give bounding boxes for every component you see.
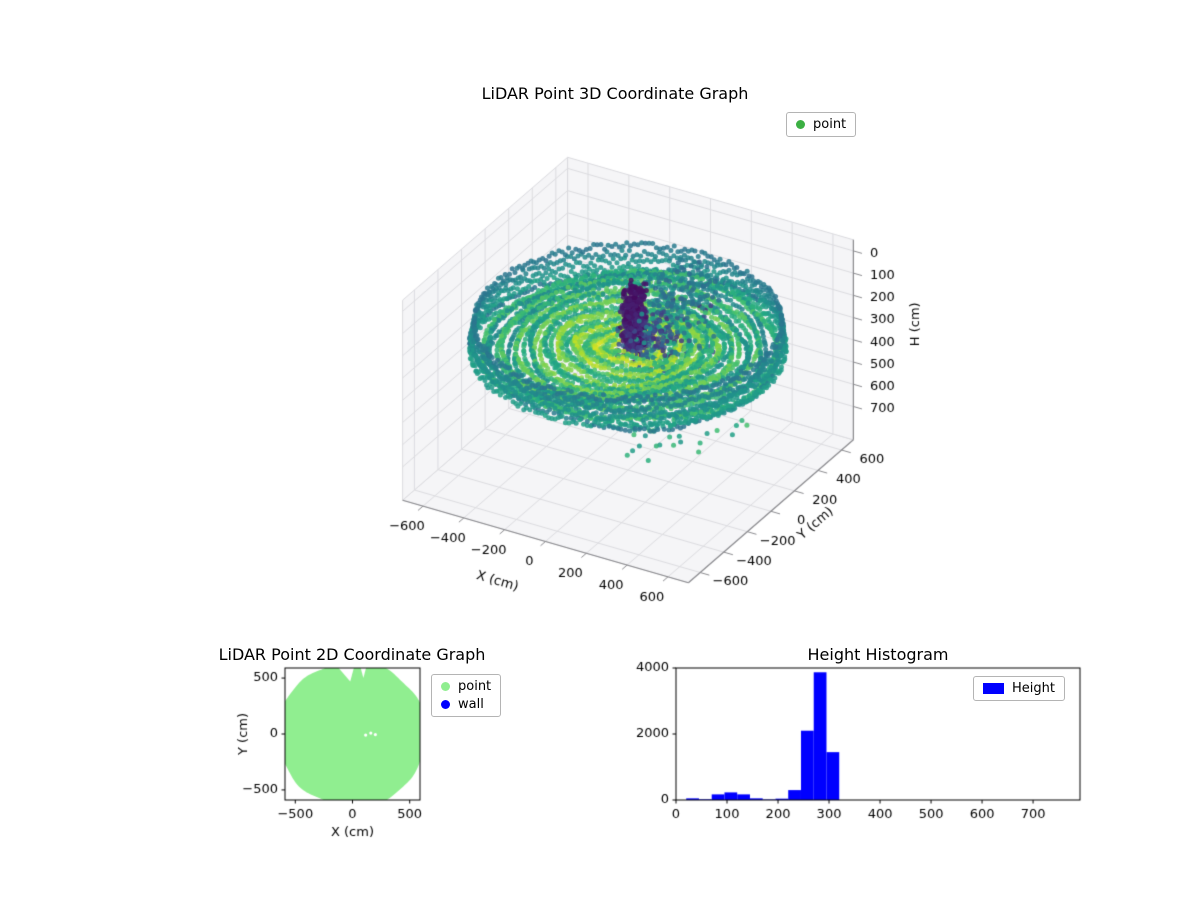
- legend-entry-height: Height: [983, 681, 1055, 696]
- legend-label-wall: wall: [458, 697, 484, 712]
- legend-entry-wall: wall: [441, 697, 491, 712]
- legend-label-point: point: [458, 679, 492, 694]
- legend-label-height: Height: [1012, 681, 1055, 696]
- legend-entry-point: point: [441, 679, 491, 694]
- plot3d-canvas: [290, 130, 990, 650]
- plot3d-legend: point: [786, 112, 857, 137]
- wall-marker-icon: [441, 700, 450, 709]
- plot2d-legend: point wall: [431, 674, 502, 717]
- plot2d-canvas: [230, 640, 470, 850]
- legend-entry-point: point: [796, 117, 846, 132]
- plot3d-title: LiDAR Point 3D Coordinate Graph: [481, 84, 749, 103]
- height-patch-icon: [983, 683, 1004, 694]
- histogram-canvas: [630, 640, 1100, 850]
- histogram-legend: Height: [973, 676, 1065, 701]
- point-marker-icon: [441, 682, 450, 691]
- legend-label-point: point: [813, 117, 847, 132]
- point-marker-icon: [796, 120, 805, 129]
